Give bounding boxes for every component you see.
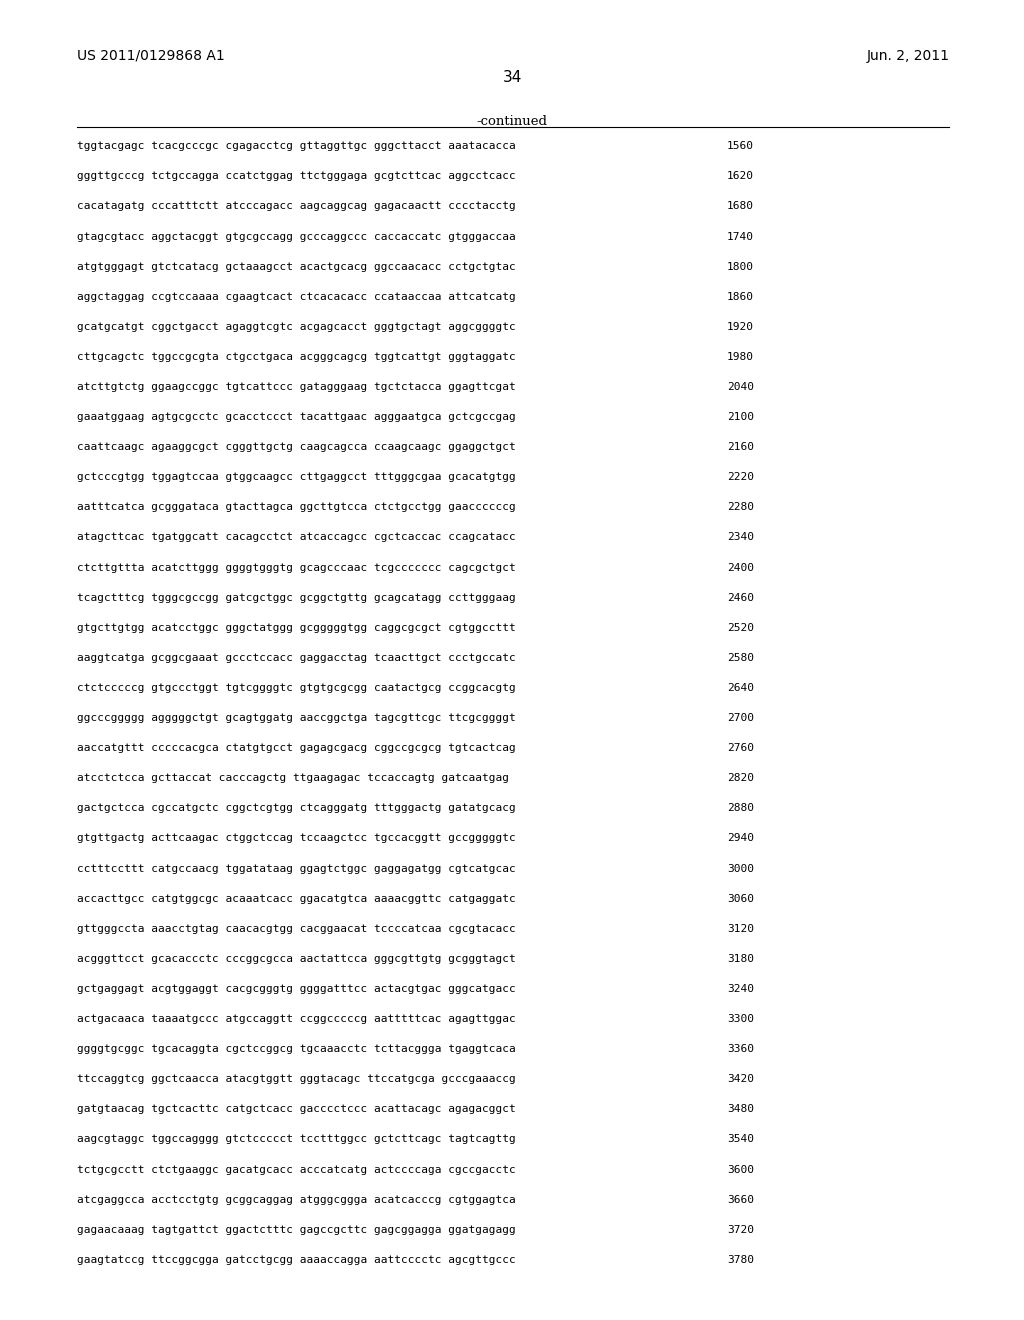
Text: aaggtcatga gcggcgaaat gccctccacc gaggacctag tcaacttgct ccctgccatc: aaggtcatga gcggcgaaat gccctccacc gaggacc… <box>77 653 515 663</box>
Text: 3600: 3600 <box>727 1164 754 1175</box>
Text: 2520: 2520 <box>727 623 754 632</box>
Text: aaccatgttt cccccacgca ctatgtgcct gagagcgacg cggccgcgcg tgtcactcag: aaccatgttt cccccacgca ctatgtgcct gagagcg… <box>77 743 515 754</box>
Text: 2940: 2940 <box>727 833 754 843</box>
Text: 3240: 3240 <box>727 983 754 994</box>
Text: 3480: 3480 <box>727 1105 754 1114</box>
Text: -continued: -continued <box>476 115 548 128</box>
Text: accacttgcc catgtggcgc acaaatcacc ggacatgtca aaaacggttc catgaggatc: accacttgcc catgtggcgc acaaatcacc ggacatg… <box>77 894 515 904</box>
Text: gctgaggagt acgtggaggt cacgcgggtg ggggatttcc actacgtgac gggcatgacc: gctgaggagt acgtggaggt cacgcgggtg ggggatt… <box>77 983 515 994</box>
Text: gatgtaacag tgctcacttc catgctcacc gacccctccc acattacagc agagacggct: gatgtaacag tgctcacttc catgctcacc gacccct… <box>77 1105 515 1114</box>
Text: 2460: 2460 <box>727 593 754 603</box>
Text: 1800: 1800 <box>727 261 754 272</box>
Text: 2280: 2280 <box>727 503 754 512</box>
Text: ggggtgcggc tgcacaggta cgctccggcg tgcaaacctc tcttacggga tgaggtcaca: ggggtgcggc tgcacaggta cgctccggcg tgcaaac… <box>77 1044 515 1055</box>
Text: 3540: 3540 <box>727 1134 754 1144</box>
Text: gtagcgtacc aggctacggt gtgcgccagg gcccaggccc caccaccatc gtgggaccaa: gtagcgtacc aggctacggt gtgcgccagg gcccagg… <box>77 231 515 242</box>
Text: gcatgcatgt cggctgacct agaggtcgtc acgagcacct gggtgctagt aggcggggtc: gcatgcatgt cggctgacct agaggtcgtc acgagca… <box>77 322 515 331</box>
Text: 2640: 2640 <box>727 682 754 693</box>
Text: gtgcttgtgg acatcctggc gggctatggg gcgggggtgg caggcgcgct cgtggccttt: gtgcttgtgg acatcctggc gggctatggg gcggggg… <box>77 623 515 632</box>
Text: 2100: 2100 <box>727 412 754 422</box>
Text: 3780: 3780 <box>727 1255 754 1265</box>
Text: 2760: 2760 <box>727 743 754 754</box>
Text: 3120: 3120 <box>727 924 754 933</box>
Text: ctcttgttta acatcttggg ggggtgggtg gcagcccaac tcgccccccc cagcgctgct: ctcttgttta acatcttggg ggggtgggtg gcagccc… <box>77 562 515 573</box>
Text: 3720: 3720 <box>727 1225 754 1234</box>
Text: 3660: 3660 <box>727 1195 754 1205</box>
Text: 1620: 1620 <box>727 172 754 181</box>
Text: 3420: 3420 <box>727 1074 754 1084</box>
Text: tcagctttcg tgggcgccgg gatcgctggc gcggctgttg gcagcatagg ccttgggaag: tcagctttcg tgggcgccgg gatcgctggc gcggctg… <box>77 593 515 603</box>
Text: atagcttcac tgatggcatt cacagcctct atcaccagcc cgctcaccac ccagcatacc: atagcttcac tgatggcatt cacagcctct atcacca… <box>77 532 515 543</box>
Text: tggtacgagc tcacgcccgc cgagacctcg gttaggttgc gggcttacct aaatacacca: tggtacgagc tcacgcccgc cgagacctcg gttaggt… <box>77 141 515 152</box>
Text: 34: 34 <box>503 70 521 84</box>
Text: cctttccttt catgccaacg tggatataag ggagtctggc gaggagatgg cgtcatgcac: cctttccttt catgccaacg tggatataag ggagtct… <box>77 863 515 874</box>
Text: 2220: 2220 <box>727 473 754 482</box>
Text: atcctctcca gcttaccat cacccagctg ttgaagagac tccaccagtg gatcaatgag: atcctctcca gcttaccat cacccagctg ttgaagag… <box>77 774 509 783</box>
Text: 1560: 1560 <box>727 141 754 152</box>
Text: 2700: 2700 <box>727 713 754 723</box>
Text: 2400: 2400 <box>727 562 754 573</box>
Text: 2820: 2820 <box>727 774 754 783</box>
Text: 2580: 2580 <box>727 653 754 663</box>
Text: 2040: 2040 <box>727 381 754 392</box>
Text: 3360: 3360 <box>727 1044 754 1055</box>
Text: caattcaagc agaaggcgct cgggttgctg caagcagcca ccaagcaagc ggaggctgct: caattcaagc agaaggcgct cgggttgctg caagcag… <box>77 442 515 453</box>
Text: aagcgtaggc tggccagggg gtctccccct tcctttggcc gctcttcagc tagtcagttg: aagcgtaggc tggccagggg gtctccccct tcctttg… <box>77 1134 515 1144</box>
Text: ctctcccccg gtgccctggt tgtcggggtc gtgtgcgcgg caatactgcg ccggcacgtg: ctctcccccg gtgccctggt tgtcggggtc gtgtgcg… <box>77 682 515 693</box>
Text: US 2011/0129868 A1: US 2011/0129868 A1 <box>77 49 224 63</box>
Text: 1860: 1860 <box>727 292 754 302</box>
Text: cacatagatg cccatttctt atcccagacc aagcaggcag gagacaactt cccctacctg: cacatagatg cccatttctt atcccagacc aagcagg… <box>77 202 515 211</box>
Text: gttgggccta aaacctgtag caacacgtgg cacggaacat tccccatcaa cgcgtacacc: gttgggccta aaacctgtag caacacgtgg cacggaa… <box>77 924 515 933</box>
Text: 2880: 2880 <box>727 804 754 813</box>
Text: actgacaaca taaaatgccc atgccaggtt ccggcccccg aatttttcac agagttggac: actgacaaca taaaatgccc atgccaggtt ccggccc… <box>77 1014 515 1024</box>
Text: 3180: 3180 <box>727 954 754 964</box>
Text: ttccaggtcg ggctcaacca atacgtggtt gggtacagc ttccatgcga gcccgaaaccg: ttccaggtcg ggctcaacca atacgtggtt gggtaca… <box>77 1074 515 1084</box>
Text: gaaatggaag agtgcgcctc gcacctccct tacattgaac agggaatgca gctcgccgag: gaaatggaag agtgcgcctc gcacctccct tacattg… <box>77 412 515 422</box>
Text: 1920: 1920 <box>727 322 754 331</box>
Text: 2340: 2340 <box>727 532 754 543</box>
Text: gctcccgtgg tggagtccaa gtggcaagcc cttgaggcct tttgggcgaa gcacatgtgg: gctcccgtgg tggagtccaa gtggcaagcc cttgagg… <box>77 473 515 482</box>
Text: gactgctcca cgccatgctc cggctcgtgg ctcagggatg tttgggactg gatatgcacg: gactgctcca cgccatgctc cggctcgtgg ctcaggg… <box>77 804 515 813</box>
Text: gaagtatccg ttccggcgga gatcctgcgg aaaaccagga aattcccctc agcgttgccc: gaagtatccg ttccggcgga gatcctgcgg aaaacca… <box>77 1255 515 1265</box>
Text: 3000: 3000 <box>727 863 754 874</box>
Text: atcttgtctg ggaagccggc tgtcattccc gatagggaag tgctctacca ggagttcgat: atcttgtctg ggaagccggc tgtcattccc gataggg… <box>77 381 515 392</box>
Text: 2160: 2160 <box>727 442 754 453</box>
Text: cttgcagctc tggccgcgta ctgcctgaca acgggcagcg tggtcattgt gggtaggatc: cttgcagctc tggccgcgta ctgcctgaca acgggca… <box>77 352 515 362</box>
Text: 1740: 1740 <box>727 231 754 242</box>
Text: gtgttgactg acttcaagac ctggctccag tccaagctcc tgccacggtt gccgggggtc: gtgttgactg acttcaagac ctggctccag tccaagc… <box>77 833 515 843</box>
Text: gggttgcccg tctgccagga ccatctggag ttctgggaga gcgtcttcac aggcctcacc: gggttgcccg tctgccagga ccatctggag ttctggg… <box>77 172 515 181</box>
Text: aatttcatca gcgggataca gtacttagca ggcttgtcca ctctgcctgg gaaccccccg: aatttcatca gcgggataca gtacttagca ggcttgt… <box>77 503 515 512</box>
Text: atgtgggagt gtctcatacg gctaaagcct acactgcacg ggccaacacc cctgctgtac: atgtgggagt gtctcatacg gctaaagcct acactgc… <box>77 261 515 272</box>
Text: acgggttcct gcacaccctc cccggcgcca aactattcca gggcgttgtg gcgggtagct: acgggttcct gcacaccctc cccggcgcca aactatt… <box>77 954 515 964</box>
Text: ggcccggggg agggggctgt gcagtggatg aaccggctga tagcgttcgc ttcgcggggt: ggcccggggg agggggctgt gcagtggatg aaccggc… <box>77 713 515 723</box>
Text: Jun. 2, 2011: Jun. 2, 2011 <box>866 49 949 63</box>
Text: 1980: 1980 <box>727 352 754 362</box>
Text: aggctaggag ccgtccaaaa cgaagtcact ctcacacacc ccataaccaa attcatcatg: aggctaggag ccgtccaaaa cgaagtcact ctcacac… <box>77 292 515 302</box>
Text: 3060: 3060 <box>727 894 754 904</box>
Text: 1680: 1680 <box>727 202 754 211</box>
Text: tctgcgcctt ctctgaaggc gacatgcacc acccatcatg actccccaga cgccgacctc: tctgcgcctt ctctgaaggc gacatgcacc acccatc… <box>77 1164 515 1175</box>
Text: gagaacaaag tagtgattct ggactctttc gagccgcttc gagcggagga ggatgagagg: gagaacaaag tagtgattct ggactctttc gagccgc… <box>77 1225 515 1234</box>
Text: atcgaggcca acctcctgtg gcggcaggag atgggcggga acatcacccg cgtggagtca: atcgaggcca acctcctgtg gcggcaggag atgggcg… <box>77 1195 515 1205</box>
Text: 3300: 3300 <box>727 1014 754 1024</box>
